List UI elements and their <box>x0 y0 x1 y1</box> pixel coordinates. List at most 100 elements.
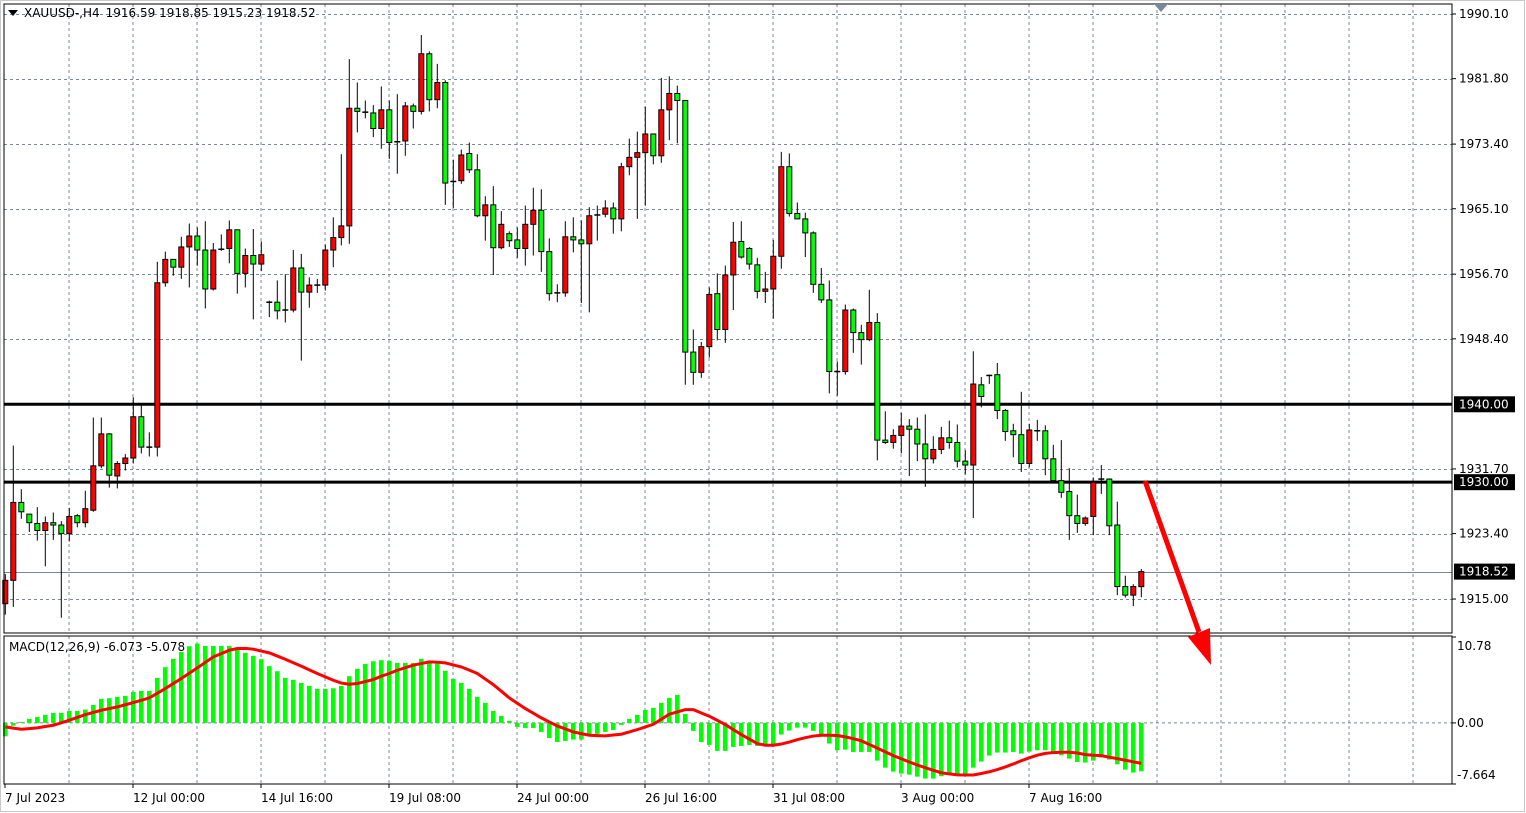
candle-body <box>490 204 497 249</box>
candle-body <box>810 232 817 285</box>
candle-body <box>858 332 865 341</box>
candle-body <box>1066 491 1073 517</box>
macd-histogram-bar <box>971 722 976 768</box>
macd-histogram-bar <box>651 707 656 723</box>
macd-histogram-bar <box>411 662 416 723</box>
annotations[interactable] <box>1142 480 1211 665</box>
macd-histogram-bar <box>907 722 912 775</box>
candle-body <box>10 501 17 581</box>
macd-histogram-bar <box>547 722 552 738</box>
candle-body <box>26 513 33 524</box>
macd-histogram-bar <box>19 721 24 723</box>
macd-histogram-bar <box>363 663 368 723</box>
macd-histogram-bar <box>579 722 584 740</box>
horizontal-levels[interactable] <box>4 402 1452 484</box>
macd-histogram-bar <box>795 722 800 728</box>
candle-body <box>258 254 265 265</box>
macd-histogram-bar <box>11 722 16 726</box>
candle-body <box>42 522 49 531</box>
macd-histogram-bar <box>331 688 336 723</box>
macd-histogram-bar <box>779 722 784 735</box>
macd-histogram-bar <box>1123 722 1128 770</box>
candle-body <box>882 439 889 443</box>
grid-lines <box>4 4 1452 784</box>
candle-body <box>386 109 393 144</box>
macd-histogram-bar <box>3 722 8 737</box>
macd-histogram-bar <box>1027 722 1032 752</box>
candle-body <box>650 133 657 157</box>
macd-histogram-bar <box>459 682 464 723</box>
macd-histogram-bar <box>291 679 296 723</box>
macd-histogram-bar <box>531 722 536 728</box>
candle-body <box>434 82 441 101</box>
macd-histogram-bar <box>387 660 392 723</box>
down-arrow-head-icon[interactable] <box>1188 628 1211 665</box>
macd-histogram-bar <box>747 722 752 745</box>
macd-histogram-bar <box>667 697 672 723</box>
macd-histogram-bar <box>699 722 704 742</box>
candle-body <box>498 223 505 249</box>
candle-body <box>58 524 65 535</box>
macd-histogram-bar <box>227 645 232 723</box>
candle-body <box>346 107 353 227</box>
macd-histogram-bar <box>123 695 128 723</box>
level-price-label-bg <box>1454 474 1515 491</box>
price-tick-label: 1931.70 <box>1459 462 1509 476</box>
macd-histogram-bar <box>659 702 664 723</box>
candle-body <box>610 207 617 220</box>
triangle-down-icon[interactable] <box>8 10 18 16</box>
macd-tick-label: -7.664 <box>1457 768 1496 782</box>
macd-label: MACD(12,26,9) -6.073 -5.078 <box>9 640 185 654</box>
candle-body <box>50 522 57 526</box>
macd-histogram-bar <box>1099 722 1104 758</box>
candle-body <box>1010 430 1017 436</box>
shift-marker-icon[interactable] <box>1154 4 1168 12</box>
macd-histogram-bar <box>267 666 272 723</box>
macd-histogram-bar <box>155 677 160 723</box>
price-tick-label: 1965.10 <box>1459 202 1509 216</box>
macd-histogram-bar <box>475 696 480 723</box>
macd-histogram-bar <box>811 722 816 731</box>
down-arrow-shaft[interactable] <box>1142 480 1202 633</box>
macd-histogram-bar <box>235 649 240 723</box>
candle-body <box>1122 586 1129 596</box>
candle-body <box>994 374 1001 412</box>
macd-histogram-bar <box>219 645 224 723</box>
candle-body <box>1002 410 1009 433</box>
macd-histogram-bar <box>59 712 64 723</box>
macd-histogram-bar <box>707 722 712 745</box>
macd-tick-label: 0.00 <box>1457 716 1484 730</box>
candle-body <box>1050 458 1057 482</box>
candle-body <box>1090 481 1097 517</box>
macd-histogram-bar <box>643 709 648 723</box>
candle-body <box>1018 434 1025 464</box>
macd-histogram-bar <box>379 660 384 723</box>
macd-histogram-bar <box>43 714 48 723</box>
candle-body <box>786 166 793 214</box>
time-tick-label: 7 Jul 2023 <box>5 791 65 805</box>
macd-histogram-bar <box>1035 722 1040 751</box>
candle-body <box>370 112 377 130</box>
candle-body <box>106 433 113 476</box>
candle-body <box>250 254 257 265</box>
candle-body <box>826 299 833 373</box>
candle-body <box>82 508 89 524</box>
macd-histogram-bar <box>259 659 264 723</box>
macd-histogram-bar <box>347 676 352 723</box>
candle-body <box>466 152 473 171</box>
macd-histogram-bar <box>1003 722 1008 753</box>
candle-body <box>850 309 857 334</box>
main-panel-frame <box>3 3 1453 634</box>
macd-histogram-bar <box>171 658 176 723</box>
macd-histogram-bar <box>395 662 400 723</box>
candle-body <box>98 433 105 467</box>
candle-body <box>778 166 785 257</box>
candle-body <box>306 284 313 293</box>
candle-body <box>538 209 545 253</box>
candle-body <box>890 434 897 443</box>
macd-signal-line <box>5 646 1142 777</box>
macd-histogram-bar <box>635 714 640 723</box>
candle-body <box>1130 586 1137 596</box>
macd-histogram-bar <box>211 645 216 723</box>
